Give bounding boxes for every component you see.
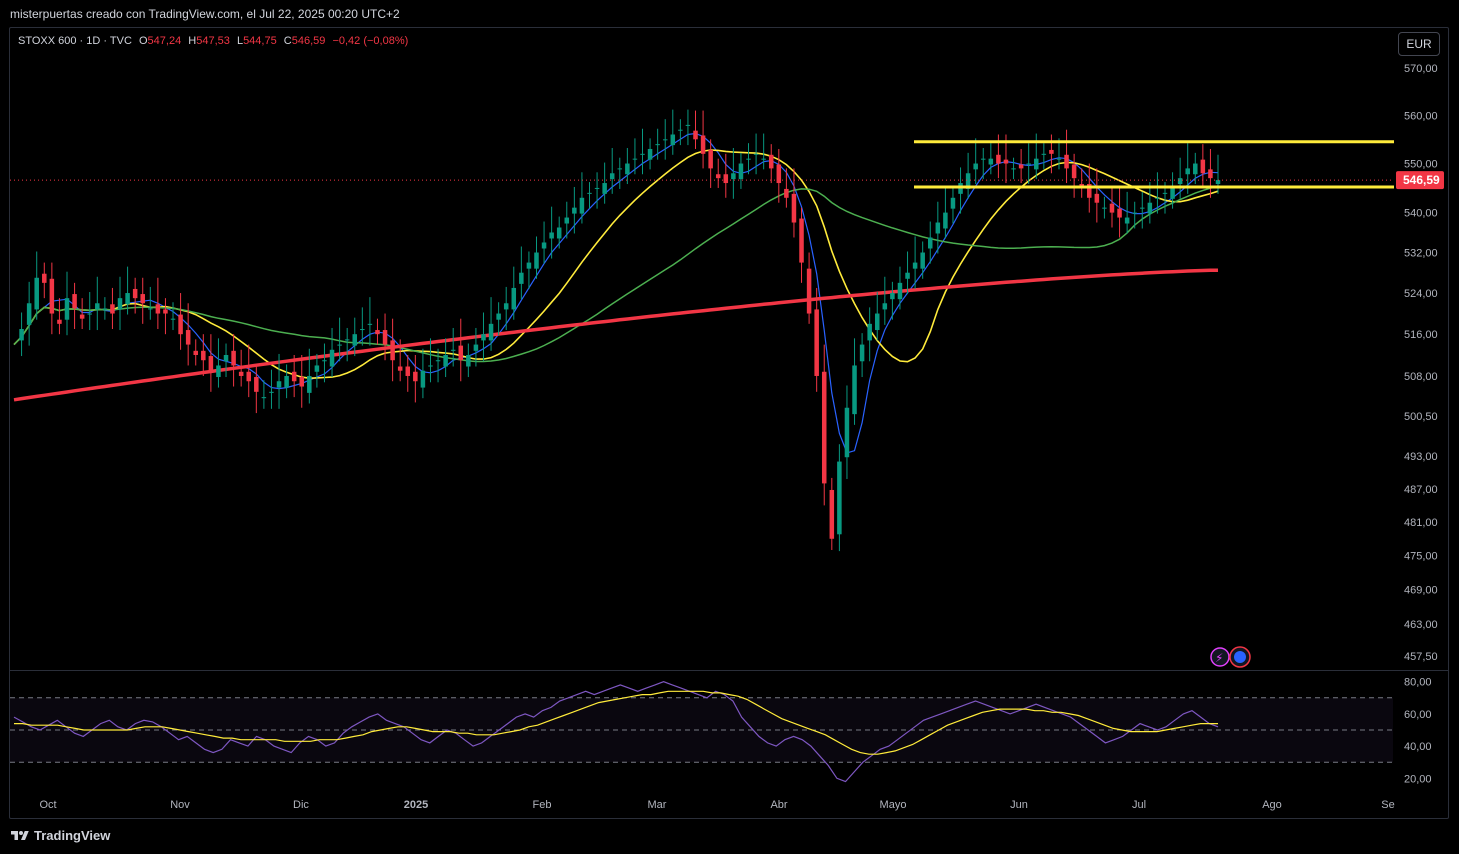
chart-frame [9, 27, 1449, 819]
symbol-legend: STOXX 600 · 1D · TVC O547,24 H547,53 L54… [18, 35, 408, 47]
open-value: 547,24 [147, 35, 182, 47]
change-value: −0,42 (−0,08%) [332, 35, 409, 47]
high-value: 547,53 [196, 35, 230, 47]
brand-label: TradingView [34, 828, 111, 843]
pane-divider[interactable] [10, 670, 1448, 671]
tradingview-icon [11, 830, 29, 840]
low-label: L [236, 35, 244, 47]
tradingview-logo[interactable]: TradingView [10, 828, 110, 843]
symbol-name[interactable]: STOXX 600 · 1D · TVC [18, 35, 132, 47]
close-value: 546,59 [291, 35, 326, 47]
chart-attribution: misterpuertas creado con TradingView.com… [10, 7, 400, 21]
close-label: C [283, 35, 292, 47]
low-value: 544,75 [243, 35, 277, 47]
high-label: H [188, 35, 197, 47]
currency-button[interactable]: EUR [1398, 32, 1440, 56]
open-label: O [138, 35, 148, 47]
